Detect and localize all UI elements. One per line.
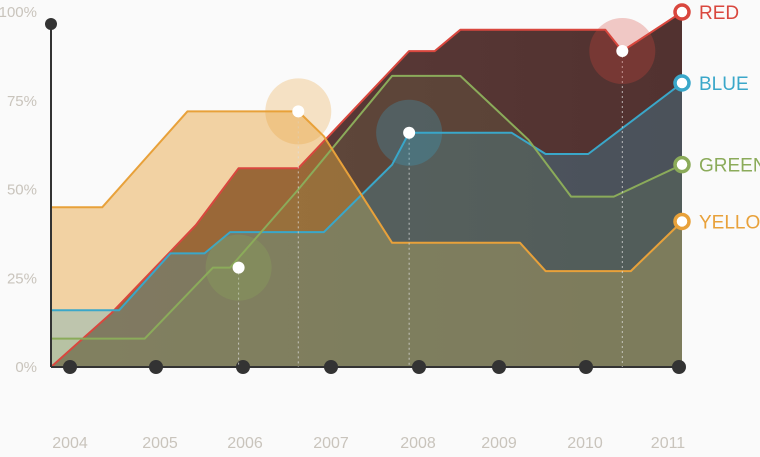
yellow-highlight-point	[292, 105, 305, 118]
x-tick-label: 2010	[567, 435, 603, 452]
blue-highlight-point	[403, 126, 416, 139]
x-tick-label: 2009	[481, 435, 517, 452]
y-tick-label: 0%	[15, 359, 37, 376]
blue-series-line	[51, 82, 683, 312]
green-series-line	[51, 74, 683, 340]
y-tick-label: 25%	[7, 270, 37, 287]
x-axis-dot	[579, 360, 593, 374]
x-tick-label: 2005	[142, 435, 178, 452]
x-tick-label: 2006	[227, 435, 263, 452]
yellow-end-marker	[673, 212, 691, 231]
green-highlight-point	[232, 261, 245, 274]
x-axis-dot	[672, 360, 686, 374]
x-tick-label: 2007	[313, 435, 349, 452]
series-line-layer	[50, 11, 683, 368]
x-axis-dot	[63, 360, 77, 374]
y-tick-label: 100%	[0, 4, 37, 21]
y-tick-label: 75%	[7, 93, 37, 110]
x-tick-label: 2011	[651, 435, 686, 452]
area-layer	[51, 12, 682, 368]
x-axis-dot	[236, 360, 250, 374]
red-legend-label: RED	[699, 3, 739, 24]
x-axis-dot	[412, 360, 426, 374]
blue-end-marker	[673, 74, 691, 92]
x-axis-dot	[149, 360, 163, 374]
green-end-marker	[673, 155, 691, 174]
x-tick-label: 2008	[400, 435, 436, 452]
red-series-line	[50, 11, 683, 368]
highlight-marker-layer	[205, 18, 656, 367]
axes-layer: 0% 25% 50% 75% 100% 2004 2005 2006 2007 2008 2009 2…	[0, 4, 686, 452]
y-tick-label: 50%	[7, 182, 37, 199]
red-end-marker	[673, 3, 691, 21]
blue-area	[51, 83, 682, 367]
x-axis-dot	[492, 360, 506, 374]
green-legend-label: GREEN	[699, 156, 760, 177]
yellow-area	[51, 111, 682, 368]
yellow-series-line	[51, 110, 683, 273]
legend: RED BLUE GREEN YELLOW	[673, 3, 760, 233]
green-area	[51, 75, 682, 368]
y-axis-cap	[45, 18, 57, 30]
blue-legend-label: BLUE	[699, 74, 749, 95]
x-axis-dot	[324, 360, 338, 374]
x-tick-label: 2004	[52, 435, 88, 452]
red-highlight-point	[616, 45, 629, 58]
yellow-legend-label: YELLOW	[699, 212, 760, 233]
